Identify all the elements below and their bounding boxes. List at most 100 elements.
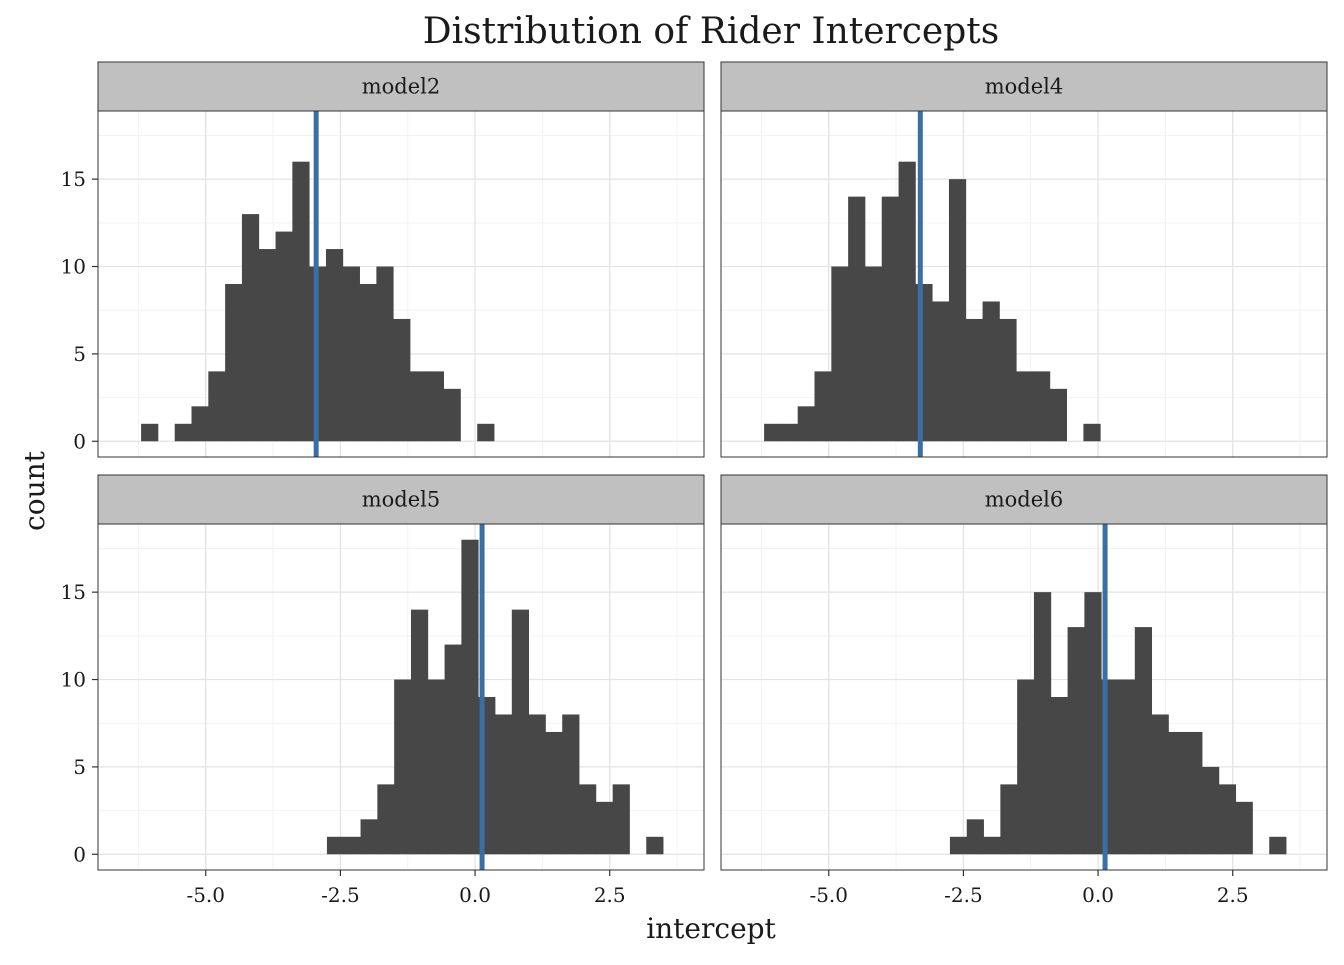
facet-strip-label: model4 bbox=[985, 75, 1064, 99]
x-tick-label: 0.0 bbox=[1082, 883, 1114, 907]
histogram-bar bbox=[410, 609, 429, 855]
histogram-bar bbox=[1168, 731, 1186, 855]
histogram-bar bbox=[191, 406, 209, 442]
x-tick-label: -2.5 bbox=[321, 883, 360, 907]
histogram-bar bbox=[898, 161, 916, 442]
histogram-bar bbox=[360, 819, 378, 855]
facet-panel-model4: model4 bbox=[720, 61, 1328, 458]
histogram-bar bbox=[1017, 679, 1035, 855]
histogram-bar bbox=[1202, 766, 1220, 855]
facet-panel-model2: model2 0 5 10 15 bbox=[61, 61, 705, 458]
y-tick-label: 0 bbox=[73, 429, 86, 453]
x-tick-label: -5.0 bbox=[186, 883, 225, 907]
histogram-bar bbox=[1083, 423, 1101, 442]
histogram-bar bbox=[612, 784, 630, 855]
y-tick-label: 5 bbox=[73, 755, 86, 779]
facet-panel-model5: model5 0 5 10 15 -5.0 -2.5 0.0 2.5 bbox=[61, 474, 705, 907]
panel-border bbox=[720, 523, 1328, 871]
histogram-bar bbox=[646, 836, 664, 855]
histogram-bar bbox=[426, 371, 445, 442]
histogram-bar bbox=[831, 266, 849, 442]
histogram-bar bbox=[983, 836, 1001, 855]
histogram-bar bbox=[494, 714, 513, 855]
histogram-bar bbox=[780, 423, 799, 442]
y-tick-label: 10 bbox=[61, 668, 86, 692]
histogram-bar bbox=[377, 784, 395, 855]
histogram-bar bbox=[881, 196, 899, 442]
x-tick-label: -2.5 bbox=[944, 883, 983, 907]
chart-title: Distribution of Rider Intercepts bbox=[423, 11, 999, 52]
panel-border bbox=[97, 523, 705, 871]
histogram-bar bbox=[511, 609, 530, 855]
y-tick-label: 15 bbox=[61, 580, 86, 604]
facet-panels: model2 0 5 10 15 model4 model5 0 5 10 15 -5.0 -2.5 0.… bbox=[61, 61, 1328, 907]
histogram-bar bbox=[343, 836, 361, 855]
histogram-bar bbox=[949, 836, 968, 855]
histogram-bar bbox=[1185, 731, 1203, 855]
histogram-bar bbox=[1049, 388, 1068, 442]
histogram-bar bbox=[848, 196, 866, 442]
histogram-bar bbox=[359, 284, 377, 442]
y-axis-title: count bbox=[18, 450, 51, 531]
histogram-bar bbox=[999, 318, 1017, 442]
y-tick-label: 5 bbox=[73, 342, 86, 366]
histogram-bar bbox=[477, 423, 495, 442]
y-tick-label: 15 bbox=[61, 167, 86, 191]
histogram-bar bbox=[393, 318, 411, 442]
histogram-bar bbox=[461, 539, 479, 855]
histogram-bar bbox=[864, 266, 883, 442]
histogram-bar bbox=[982, 301, 1000, 442]
x-tick-label: 2.5 bbox=[1217, 883, 1249, 907]
histogram-bar bbox=[326, 836, 345, 855]
y-tick-label: 10 bbox=[61, 255, 86, 279]
histogram-bar bbox=[443, 388, 461, 442]
histogram-bar bbox=[1134, 627, 1153, 855]
histogram-bar bbox=[394, 679, 412, 855]
panel-border bbox=[720, 110, 1328, 458]
histogram-bar bbox=[141, 423, 159, 442]
facet-strip bbox=[720, 474, 1328, 525]
histogram-bar bbox=[275, 231, 293, 442]
x-tick-label: -5.0 bbox=[809, 883, 848, 907]
histogram-bar bbox=[966, 819, 984, 855]
histogram-bar bbox=[528, 714, 546, 855]
histogram-bar bbox=[1032, 371, 1051, 442]
histogram-bar bbox=[208, 371, 226, 442]
histogram-bar bbox=[325, 249, 344, 442]
histogram-bar bbox=[1151, 714, 1169, 855]
histogram-bar bbox=[932, 301, 950, 442]
histogram-bar bbox=[174, 423, 192, 442]
histogram-bar bbox=[595, 801, 614, 855]
facet-strip-label: model2 bbox=[362, 75, 441, 99]
histogram-bar bbox=[292, 161, 310, 442]
histogram-bar bbox=[1016, 371, 1034, 442]
facet-strip bbox=[97, 474, 705, 525]
histogram-bar bbox=[545, 731, 563, 855]
histogram-bar bbox=[1084, 592, 1102, 855]
y-tick-label: 0 bbox=[73, 842, 86, 866]
histogram-bar bbox=[1033, 592, 1052, 855]
histogram-bar bbox=[225, 284, 243, 442]
histogram-bar bbox=[409, 371, 428, 442]
panel-border bbox=[97, 110, 705, 458]
histogram-bar bbox=[1218, 784, 1237, 855]
histogram-bar bbox=[579, 784, 597, 855]
histogram-bar bbox=[258, 249, 276, 442]
histogram-bar bbox=[965, 318, 983, 442]
histogram-bar bbox=[764, 423, 782, 442]
histogram-bar bbox=[376, 266, 394, 442]
histogram-bar bbox=[1000, 784, 1018, 855]
facet-strip bbox=[97, 61, 705, 112]
histogram-bar bbox=[1050, 697, 1068, 855]
histogram-bar bbox=[1269, 836, 1287, 855]
histogram-bar bbox=[562, 714, 580, 855]
x-tick-label: 0.0 bbox=[459, 883, 491, 907]
histogram-bar bbox=[814, 371, 832, 442]
histogram-bar bbox=[1117, 679, 1136, 855]
histogram-bar bbox=[444, 644, 462, 855]
histogram-bar bbox=[342, 266, 360, 442]
histogram-bar bbox=[427, 679, 445, 855]
facet-strip-label: model6 bbox=[985, 488, 1064, 512]
